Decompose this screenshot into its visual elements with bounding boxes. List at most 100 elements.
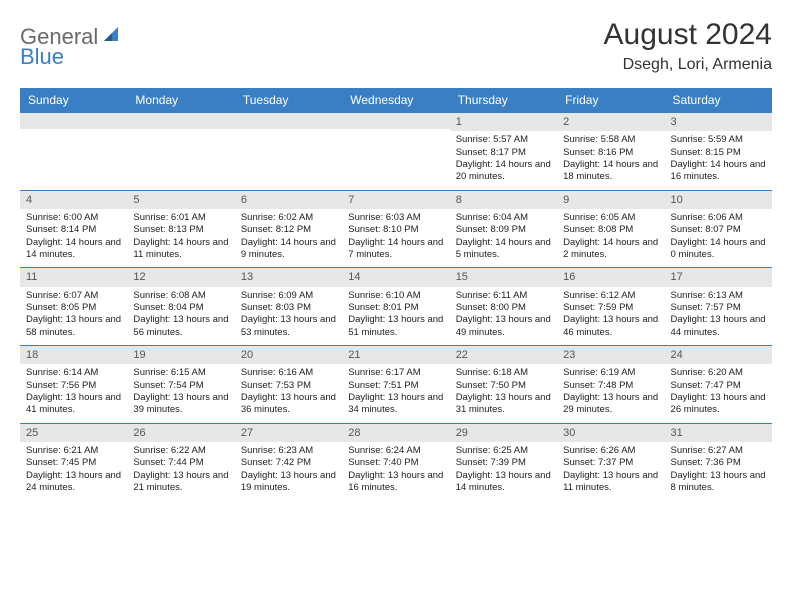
- sunset-line: Sunset: 8:01 PM: [348, 302, 443, 314]
- day-number: 1: [450, 113, 557, 131]
- sunrise-line: Sunrise: 6:20 AM: [671, 367, 766, 379]
- day-cell: 2Sunrise: 5:58 AMSunset: 8:16 PMDaylight…: [557, 113, 664, 191]
- sunrise-line: Sunrise: 6:09 AM: [241, 290, 336, 302]
- sunset-line: Sunset: 7:54 PM: [133, 380, 228, 392]
- daylight-line: Daylight: 13 hours and 16 minutes.: [348, 470, 443, 495]
- day-cell: 4Sunrise: 6:00 AMSunset: 8:14 PMDaylight…: [20, 190, 127, 268]
- sunset-line: Sunset: 7:59 PM: [563, 302, 658, 314]
- daylight-line: Daylight: 13 hours and 46 minutes.: [563, 314, 658, 339]
- day-number: 29: [450, 424, 557, 442]
- daylight-line: Daylight: 14 hours and 2 minutes.: [563, 237, 658, 262]
- sunset-line: Sunset: 8:16 PM: [563, 147, 658, 159]
- day-cell: 29Sunrise: 6:25 AMSunset: 7:39 PMDayligh…: [450, 423, 557, 500]
- day-cell: 17Sunrise: 6:13 AMSunset: 7:57 PMDayligh…: [665, 268, 772, 346]
- daylight-line: Daylight: 14 hours and 16 minutes.: [671, 159, 766, 184]
- day-number: 8: [450, 191, 557, 209]
- daylight-line: Daylight: 13 hours and 24 minutes.: [26, 470, 121, 495]
- sunset-line: Sunset: 7:45 PM: [26, 457, 121, 469]
- day-number: 18: [20, 346, 127, 364]
- dayhead-wed: Wednesday: [342, 88, 449, 113]
- day-cell: 11Sunrise: 6:07 AMSunset: 8:05 PMDayligh…: [20, 268, 127, 346]
- week-row: 1Sunrise: 5:57 AMSunset: 8:17 PMDaylight…: [20, 113, 772, 191]
- sunrise-line: Sunrise: 6:15 AM: [133, 367, 228, 379]
- day-cell: 13Sunrise: 6:09 AMSunset: 8:03 PMDayligh…: [235, 268, 342, 346]
- day-cell: 23Sunrise: 6:19 AMSunset: 7:48 PMDayligh…: [557, 346, 664, 424]
- day-number: 15: [450, 268, 557, 286]
- sunset-line: Sunset: 8:08 PM: [563, 224, 658, 236]
- day-number: 28: [342, 424, 449, 442]
- sunset-line: Sunset: 8:00 PM: [456, 302, 551, 314]
- day-number: 14: [342, 268, 449, 286]
- sunrise-line: Sunrise: 6:05 AM: [563, 212, 658, 224]
- day-number: 20: [235, 346, 342, 364]
- sunset-line: Sunset: 8:04 PM: [133, 302, 228, 314]
- title-block: August 2024 Dsegh, Lori, Armenia: [604, 18, 772, 74]
- sunset-line: Sunset: 7:42 PM: [241, 457, 336, 469]
- day-cell: 27Sunrise: 6:23 AMSunset: 7:42 PMDayligh…: [235, 423, 342, 500]
- day-number: 25: [20, 424, 127, 442]
- day-number: [127, 113, 234, 129]
- sunset-line: Sunset: 7:44 PM: [133, 457, 228, 469]
- day-cell: 12Sunrise: 6:08 AMSunset: 8:04 PMDayligh…: [127, 268, 234, 346]
- day-cell: 8Sunrise: 6:04 AMSunset: 8:09 PMDaylight…: [450, 190, 557, 268]
- daylight-line: Daylight: 14 hours and 20 minutes.: [456, 159, 551, 184]
- sunrise-line: Sunrise: 6:13 AM: [671, 290, 766, 302]
- daylight-line: Daylight: 13 hours and 51 minutes.: [348, 314, 443, 339]
- day-number: 30: [557, 424, 664, 442]
- sunrise-line: Sunrise: 6:21 AM: [26, 445, 121, 457]
- sunrise-line: Sunrise: 5:57 AM: [456, 134, 551, 146]
- daylight-line: Daylight: 13 hours and 11 minutes.: [563, 470, 658, 495]
- day-number: 3: [665, 113, 772, 131]
- day-cell: 26Sunrise: 6:22 AMSunset: 7:44 PMDayligh…: [127, 423, 234, 500]
- day-number: 2: [557, 113, 664, 131]
- day-cell: 1Sunrise: 5:57 AMSunset: 8:17 PMDaylight…: [450, 113, 557, 191]
- sunrise-line: Sunrise: 6:03 AM: [348, 212, 443, 224]
- day-number: [342, 113, 449, 129]
- sunrise-line: Sunrise: 6:08 AM: [133, 290, 228, 302]
- day-number: [235, 113, 342, 129]
- sunrise-line: Sunrise: 6:19 AM: [563, 367, 658, 379]
- daylight-line: Daylight: 14 hours and 7 minutes.: [348, 237, 443, 262]
- sunset-line: Sunset: 7:39 PM: [456, 457, 551, 469]
- sunset-line: Sunset: 7:53 PM: [241, 380, 336, 392]
- daylight-line: Daylight: 13 hours and 29 minutes.: [563, 392, 658, 417]
- sunrise-line: Sunrise: 6:04 AM: [456, 212, 551, 224]
- day-cell: 24Sunrise: 6:20 AMSunset: 7:47 PMDayligh…: [665, 346, 772, 424]
- sunrise-line: Sunrise: 6:02 AM: [241, 212, 336, 224]
- sunset-line: Sunset: 7:48 PM: [563, 380, 658, 392]
- daylight-line: Daylight: 13 hours and 44 minutes.: [671, 314, 766, 339]
- daylight-line: Daylight: 13 hours and 8 minutes.: [671, 470, 766, 495]
- day-cell: 20Sunrise: 6:16 AMSunset: 7:53 PMDayligh…: [235, 346, 342, 424]
- daylight-line: Daylight: 13 hours and 36 minutes.: [241, 392, 336, 417]
- daylight-line: Daylight: 13 hours and 39 minutes.: [133, 392, 228, 417]
- day-header-row: Sunday Monday Tuesday Wednesday Thursday…: [20, 88, 772, 113]
- sunset-line: Sunset: 7:36 PM: [671, 457, 766, 469]
- daylight-line: Daylight: 13 hours and 53 minutes.: [241, 314, 336, 339]
- month-title: August 2024: [604, 18, 772, 52]
- sunset-line: Sunset: 8:13 PM: [133, 224, 228, 236]
- day-cell: 31 Sunrise: 6:27 AMSunset: 7:36 PMDayligh…: [665, 423, 772, 500]
- daylight-line: Daylight: 13 hours and 41 minutes.: [26, 392, 121, 417]
- sunset-line: Sunset: 8:15 PM: [671, 147, 766, 159]
- day-number: 11: [20, 268, 127, 286]
- sunset-line: Sunset: 7:40 PM: [348, 457, 443, 469]
- sunset-line: Sunset: 7:56 PM: [26, 380, 121, 392]
- sunset-line: Sunset: 8:12 PM: [241, 224, 336, 236]
- day-cell: 19Sunrise: 6:15 AMSunset: 7:54 PMDayligh…: [127, 346, 234, 424]
- sunset-line: Sunset: 8:10 PM: [348, 224, 443, 236]
- day-cell: 25 Sunrise: 6:21 AMSunset: 7:45 PMDayligh…: [20, 423, 127, 500]
- sunrise-line: Sunrise: 6:22 AM: [133, 445, 228, 457]
- sunrise-line: Sunrise: 6:27 AM: [671, 445, 766, 457]
- day-number: 31: [665, 424, 772, 442]
- day-number: 6: [235, 191, 342, 209]
- day-number: 10: [665, 191, 772, 209]
- sunset-line: Sunset: 8:03 PM: [241, 302, 336, 314]
- sunrise-line: Sunrise: 6:24 AM: [348, 445, 443, 457]
- day-cell: 10Sunrise: 6:06 AMSunset: 8:07 PMDayligh…: [665, 190, 772, 268]
- daylight-line: Daylight: 13 hours and 19 minutes.: [241, 470, 336, 495]
- dayhead-tue: Tuesday: [235, 88, 342, 113]
- dayhead-thu: Thursday: [450, 88, 557, 113]
- day-number: 27: [235, 424, 342, 442]
- week-row: 25Sunrise: 6:21 AMSunset: 7:45 PMDayligh…: [20, 423, 772, 500]
- sunset-line: Sunset: 7:51 PM: [348, 380, 443, 392]
